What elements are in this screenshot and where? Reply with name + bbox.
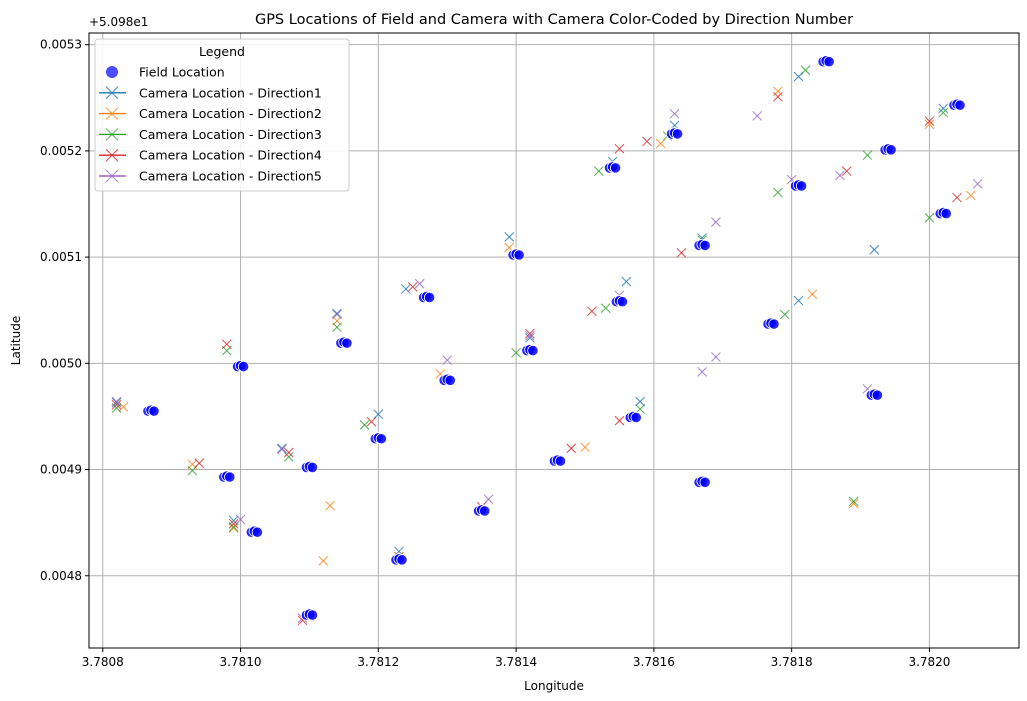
field-point <box>370 433 386 444</box>
field-point-dot <box>672 129 682 139</box>
field-point <box>790 180 806 191</box>
field-point-dot <box>617 297 627 307</box>
x-tick-label: 3.7812 <box>357 655 399 669</box>
field-point-dot <box>252 527 262 537</box>
field-point-dot <box>376 434 386 444</box>
field-point-dot <box>555 456 565 466</box>
field-point-dot <box>514 250 524 260</box>
legend-label: Camera Location - Direction4 <box>139 148 322 163</box>
field-point <box>143 405 159 416</box>
field-point-dot <box>397 555 407 565</box>
x-tick-label: 3.7818 <box>771 655 813 669</box>
field-point <box>880 144 896 155</box>
field-point <box>818 55 834 66</box>
field-point <box>694 239 710 250</box>
field-point-dot <box>445 375 455 385</box>
x-tick-label: 3.7808 <box>82 655 124 669</box>
field-point-dot <box>769 319 779 329</box>
field-point <box>949 99 965 110</box>
field-point <box>625 411 641 422</box>
field-point-dot <box>424 292 434 302</box>
legend-label: Camera Location - Direction5 <box>139 169 322 184</box>
field-point-dot <box>824 56 834 66</box>
field-point-dot <box>149 406 159 416</box>
legend-title: Legend <box>199 44 245 59</box>
y-tick-label: 0.0052 <box>40 144 82 158</box>
field-point <box>866 389 882 400</box>
field-point-dot <box>342 338 352 348</box>
y-axis-title: Latitude <box>9 316 23 365</box>
field-point-dot <box>886 145 896 155</box>
x-tick-label: 3.7814 <box>495 655 537 669</box>
field-point-dot <box>872 390 882 400</box>
field-point-dot <box>528 345 538 355</box>
field-point-dot <box>225 472 235 482</box>
field-point <box>336 337 352 348</box>
field-point-dot <box>238 361 248 371</box>
field-point <box>763 318 779 329</box>
field-point <box>219 471 235 482</box>
x-axis-title: Longitude <box>524 679 584 693</box>
field-point <box>418 291 434 302</box>
legend-label: Camera Location - Direction2 <box>139 106 322 121</box>
x-tick-label: 3.7820 <box>908 655 950 669</box>
field-point <box>611 296 627 307</box>
y-offset-label: +5.098e1 <box>89 15 148 29</box>
field-point <box>246 526 262 537</box>
field-point-dot <box>631 412 641 422</box>
legend-field-marker <box>106 66 118 78</box>
field-point <box>301 609 317 620</box>
field-point <box>301 461 317 472</box>
field-point-dot <box>796 181 806 191</box>
field-point <box>694 476 710 487</box>
y-tick-label: 0.0049 <box>40 463 82 477</box>
legend: Legend Field Location Camera Location - D… <box>95 39 349 191</box>
field-point-dot <box>610 163 620 173</box>
field-point-dot <box>307 610 317 620</box>
field-point <box>935 207 951 218</box>
field-point-dot <box>700 477 710 487</box>
field-point <box>473 505 489 516</box>
x-tick-label: 3.7810 <box>220 655 262 669</box>
field-point <box>508 249 524 260</box>
field-point <box>549 455 565 466</box>
legend-label: Camera Location - Direction1 <box>139 85 322 100</box>
field-point <box>522 344 538 355</box>
x-tick-label: 3.7816 <box>633 655 675 669</box>
field-point-dot <box>955 100 965 110</box>
field-point <box>391 554 407 565</box>
field-point-dot <box>941 208 951 218</box>
legend-label: Field Location <box>139 65 225 80</box>
field-point <box>439 374 455 385</box>
field-point <box>666 128 682 139</box>
y-tick-label: 0.0050 <box>40 356 82 370</box>
legend-label: Camera Location - Direction3 <box>139 127 322 142</box>
field-point <box>232 360 248 371</box>
y-tick-label: 0.0053 <box>40 38 82 52</box>
field-point-dot <box>479 506 489 516</box>
chart-title: GPS Locations of Field and Camera with C… <box>255 12 853 28</box>
y-tick-label: 0.0048 <box>40 569 82 583</box>
field-point-dot <box>307 462 317 472</box>
field-point-dot <box>700 240 710 250</box>
y-tick-label: 0.0051 <box>40 250 82 264</box>
field-point <box>604 162 620 173</box>
